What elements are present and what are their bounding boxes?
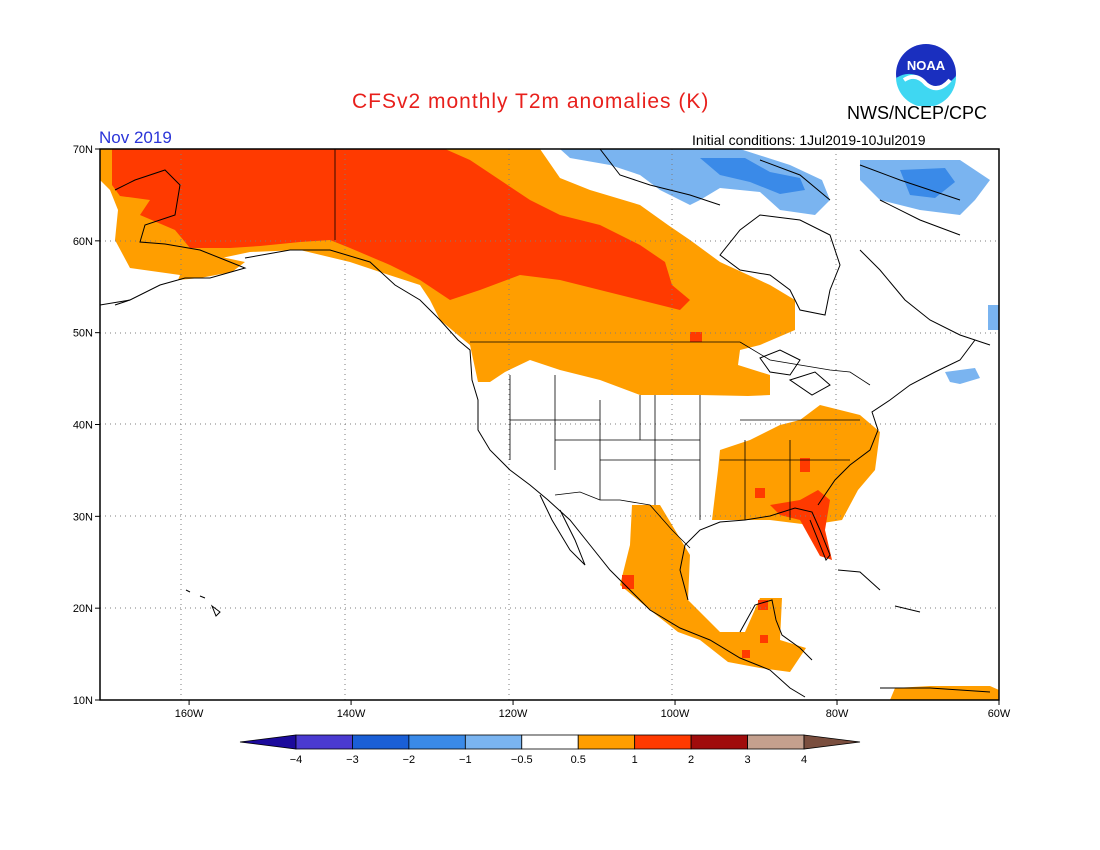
lat-tick-label: 20N bbox=[73, 603, 93, 615]
latitude-labels: 70N 60N 50N 40N 30N 20N 10N bbox=[73, 144, 100, 707]
colorbar-label: −4 bbox=[290, 754, 303, 766]
colorbar-box bbox=[690, 734, 748, 750]
colorbar-label: −1 bbox=[459, 754, 472, 766]
colorbar-box bbox=[747, 734, 805, 750]
colorbar-label: 2 bbox=[688, 754, 694, 766]
lat-tick-label: 70N bbox=[73, 144, 93, 156]
colorbar-label: 4 bbox=[801, 754, 807, 766]
agency-label: NWS/NCEP/CPC bbox=[847, 103, 988, 123]
lat-tick-label: 60N bbox=[73, 236, 93, 248]
lat-tick-label: 10N bbox=[73, 695, 93, 707]
lat-tick-label: 30N bbox=[73, 511, 93, 523]
colorbar-labels: −4 −3 −2 −1 −0.5 0.5 1 2 3 4 bbox=[290, 754, 807, 766]
colorbar-box bbox=[464, 734, 523, 750]
lon-tick-label: 160W bbox=[175, 708, 204, 720]
colorbar-label: −0.5 bbox=[511, 754, 533, 766]
colorbar-box bbox=[408, 734, 466, 750]
lon-tick-label: 120W bbox=[499, 708, 528, 720]
map-title: CFSv2 monthly T2m anomalies (K) bbox=[352, 90, 710, 113]
colorbar-label: −3 bbox=[346, 754, 359, 766]
colorbar-box bbox=[295, 734, 353, 750]
longitude-labels: 160W 140W 120W 100W 80W 60W bbox=[175, 700, 1011, 720]
lon-tick-label: 100W bbox=[661, 708, 690, 720]
colorbar-label: 3 bbox=[744, 754, 750, 766]
svg-text:NOAA: NOAA bbox=[907, 58, 946, 73]
coastlines bbox=[100, 149, 991, 698]
colorbar-box bbox=[634, 734, 692, 750]
colorbar-box bbox=[521, 734, 579, 750]
colorbar-label: 0.5 bbox=[571, 754, 586, 766]
lon-tick-label: 80W bbox=[826, 708, 849, 720]
colorbar-low-arrow bbox=[239, 734, 297, 750]
colorbar-box bbox=[577, 734, 636, 750]
lat-lon-grid bbox=[100, 149, 999, 700]
colorbar-label: 1 bbox=[632, 754, 638, 766]
colorbar-label: −2 bbox=[403, 754, 416, 766]
colorbar-high-arrow bbox=[803, 734, 861, 750]
lon-tick-label: 60W bbox=[988, 708, 1011, 720]
initial-conditions: Initial conditions: 1Jul2019-10Jul2019 bbox=[692, 132, 926, 148]
lat-tick-label: 40N bbox=[73, 420, 93, 432]
lon-tick-label: 140W bbox=[337, 708, 366, 720]
borders bbox=[334, 149, 871, 549]
colorbar-box bbox=[352, 734, 410, 750]
lat-tick-label: 50N bbox=[73, 328, 93, 340]
forecast-month: Nov 2019 bbox=[99, 128, 172, 147]
noaa-logo-icon: NOAA bbox=[896, 44, 957, 106]
colorbar bbox=[239, 734, 861, 750]
anomaly-shading bbox=[100, 149, 999, 700]
